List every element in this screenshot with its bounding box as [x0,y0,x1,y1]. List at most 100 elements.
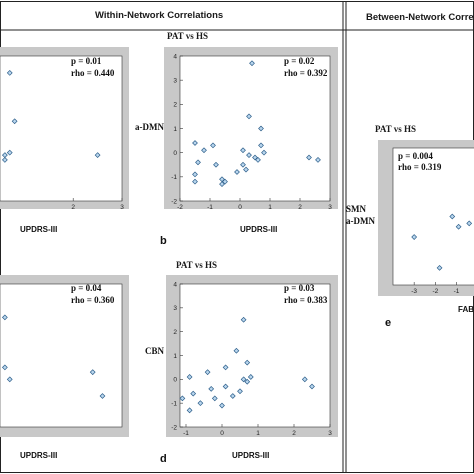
panel-d-y-tick-label: -1 [171,400,177,407]
panel-d-data-point [233,347,240,354]
panel-b-data-point [219,181,225,187]
panel-b-data-point [213,161,219,168]
panel-c-data-point [1,364,8,371]
panel-e-data-point [436,264,443,271]
panel-b-data-point [210,142,216,149]
panel-d-data-point [186,374,193,380]
panel-a-data-point [6,70,13,76]
panel-b-y-tick-label: 2 [173,102,177,109]
panel-b-data-point [222,178,228,185]
panel-b-x-label: UPDRS-III [240,225,277,234]
panel-b-title: PAT vs HS [167,31,208,41]
panel-d-data-point [222,364,229,371]
panel-d-data-point [186,407,193,414]
panel-a-rho: rho = 0.440 [71,68,115,78]
panel-d-data-point [190,390,197,397]
panel-d-x-tick-label: 0 [220,430,224,437]
panel-b-x-tick-label: -2 [177,204,183,211]
panel-b-data-point [258,142,264,149]
panel-e-title: PAT vs HS [375,124,416,134]
panel-b-y-tick-label: 1 [173,126,177,133]
panel-d-title: PAT vs HS [176,260,217,270]
between-network-header: Between-Network Corre [366,12,474,23]
panel-b-data-point [240,147,246,154]
panel-a-data-point [11,118,18,125]
panel-b-x-tick-label: 0 [238,204,242,211]
panel-e-p-value: p = 0.004 [398,151,433,161]
panel-b-y-tick-label: 4 [173,53,177,60]
panel-a-x-tick-label: 2 [71,204,75,211]
panel-d-y-tick-label: 1 [173,353,177,360]
panel-d-y-tick-label: 3 [173,305,177,312]
panel-c-plot-area [0,283,123,428]
panel-c: p = 0.04 rho = 0.360 UPDRS-III [0,275,129,460]
panel-e-y-label-line-2: a-DMN [346,216,375,226]
panel-b-data-point [192,178,198,185]
panel-d-y-label: CBN [145,346,165,356]
panel-d-rho: rho = 0.383 [284,295,328,305]
panel-c-data-point [1,314,8,321]
panel-d-data-point [179,395,186,402]
panel-d-x-tick-label: 1 [256,430,260,437]
within-network-header: Within-Network Correlations [95,10,223,21]
panel-c-data-point [89,369,96,376]
panel-c-data-point [99,393,106,399]
panel-e-rho: rho = 0.319 [398,162,442,172]
panel-e-data-point [466,220,473,227]
panel-b-data-point [306,154,312,161]
panel-b-data-point [195,159,201,166]
panel-b-letter: b [160,235,167,247]
panel-d-data-point [204,369,211,376]
panel-e-x-label: FAB [458,305,474,314]
panel-b-data-point [261,149,267,156]
panel-b-data-point [201,147,207,154]
panel-b-data-point [246,152,252,158]
panel-d-data-point [247,374,254,380]
panel-d-data-point [197,400,204,407]
panel-b-data-point [234,169,240,175]
panel-b-data-point [192,140,198,146]
panel-a-data-point [6,149,13,156]
panel-d-data-point [219,402,225,409]
panel-d-plot-area [179,283,331,428]
panel-b-data-point [240,161,246,168]
panel-d-data-point [309,383,315,390]
panel-b-data-point [258,125,264,132]
panel-b: PAT vs HS p = 0.02 rho = 0.392 a-DMN UPD… [135,31,338,247]
panel-d-y-tick-label: 2 [173,329,177,336]
panel-b-y-tick-label: -1 [171,174,177,181]
panel-d-data-point [229,393,236,399]
panel-d-data-point [222,383,229,390]
panel-d-data-point [208,385,215,392]
panel-d-y-tick-label: 4 [173,281,177,288]
panel-e: PAT vs HS p = 0.004 rho = 0.319 SMN a-DM… [346,124,474,329]
panel-b-y-tick-label: 3 [173,77,177,84]
panel-b-x-tick-label: 2 [298,204,302,211]
panel-d-p-value: p = 0.03 [284,283,315,293]
panel-c-x-label: UPDRS-III [20,451,57,460]
panel-d-x-label: UPDRS-III [232,451,269,460]
panel-b-x-tick-label: 1 [268,204,272,211]
panel-b-data-point [315,157,321,163]
panel-a-p-value: p = 0.01 [71,56,102,66]
panel-c-rho: rho = 0.360 [71,295,115,305]
panel-a-x-label: UPDRS-III [20,225,57,234]
panel-b-y-tick-label: 0 [173,150,177,157]
panel-c-p-value: p = 0.04 [71,283,102,293]
panel-d-data-point [240,376,247,383]
panel-d-data-point [237,388,243,395]
panel-d-x-tick-label: -1 [183,430,189,437]
panel-b-x-tick-label: -1 [207,204,213,211]
panel-e-y-label-line-1: SMN [346,204,367,214]
panel-d: PAT vs HS p = 0.03 rho = 0.383 CBN UPDRS… [145,260,338,465]
panel-e-x-tick-label: -1 [454,288,460,295]
panel-b-data-point [249,60,255,67]
panel-d-y-tick-label: 0 [173,377,177,384]
panel-a-x-tick-label: 3 [120,204,124,211]
panel-b-y-tick-label: -2 [171,198,177,205]
panel-b-data-point [243,166,249,173]
panel-a-data-point [94,152,101,158]
panel-d-x-tick-label: 3 [328,430,332,437]
panel-e-x-tick-label: -2 [432,288,438,295]
